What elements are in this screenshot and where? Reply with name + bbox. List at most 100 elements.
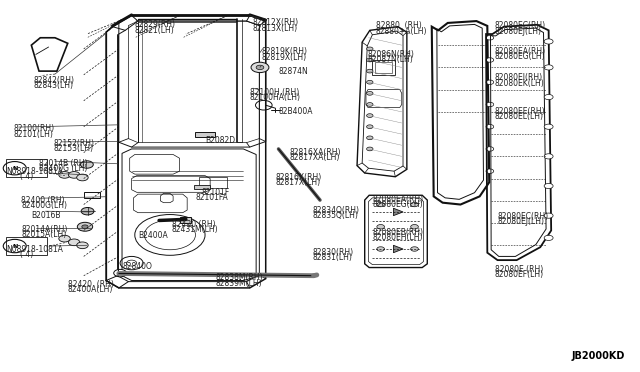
Circle shape xyxy=(59,171,70,178)
Circle shape xyxy=(411,247,419,251)
Text: 82430 (RH): 82430 (RH) xyxy=(172,220,216,229)
Bar xyxy=(195,132,214,137)
Text: B2082D: B2082D xyxy=(205,137,235,145)
Text: N08918-1081A: N08918-1081A xyxy=(6,167,63,176)
Circle shape xyxy=(544,94,553,100)
Text: 82080EL(LH): 82080EL(LH) xyxy=(495,112,544,121)
Text: 82100(RH): 82100(RH) xyxy=(13,125,54,134)
Circle shape xyxy=(68,239,80,246)
Circle shape xyxy=(68,171,80,178)
Text: 82843(LH): 82843(LH) xyxy=(34,81,74,90)
Text: 82830(RH): 82830(RH) xyxy=(312,247,353,257)
Text: 82874N: 82874N xyxy=(278,67,308,76)
Text: 82100HA(LH): 82100HA(LH) xyxy=(250,93,301,102)
Circle shape xyxy=(367,114,373,118)
Text: 82400G (LH): 82400G (LH) xyxy=(39,164,88,173)
Text: 82080E (RH): 82080E (RH) xyxy=(495,264,543,273)
Text: B2016B: B2016B xyxy=(31,211,61,220)
Circle shape xyxy=(486,169,493,173)
Text: 82080EJ(LH): 82080EJ(LH) xyxy=(497,217,545,226)
Polygon shape xyxy=(394,245,403,253)
Text: 82842(RH): 82842(RH) xyxy=(34,76,75,84)
Circle shape xyxy=(367,69,373,73)
Text: 82838M(RH): 82838M(RH) xyxy=(215,273,263,282)
Text: 82400 (RH): 82400 (RH) xyxy=(21,196,65,205)
Text: ( 4): ( 4) xyxy=(20,250,33,260)
Circle shape xyxy=(486,58,493,62)
Text: 82014B (RH): 82014B (RH) xyxy=(39,158,88,167)
Text: 82420  (RH): 82420 (RH) xyxy=(68,280,114,289)
Text: 82080EG(LH): 82080EG(LH) xyxy=(372,200,423,209)
Text: 82080EG(LH): 82080EG(LH) xyxy=(495,52,546,61)
Circle shape xyxy=(77,222,93,231)
Text: 82014A(RH): 82014A(RH) xyxy=(21,225,67,234)
Text: 82101FA: 82101FA xyxy=(195,193,228,202)
Circle shape xyxy=(486,147,493,151)
Text: 82835Q(LH): 82835Q(LH) xyxy=(312,211,358,220)
Bar xyxy=(179,217,191,224)
Circle shape xyxy=(486,80,493,84)
Circle shape xyxy=(3,161,26,175)
Text: 82816X(RH): 82816X(RH) xyxy=(275,173,321,182)
Text: 82431M(LH): 82431M(LH) xyxy=(172,225,218,234)
Circle shape xyxy=(3,239,26,253)
Text: 82101F: 82101F xyxy=(202,188,230,197)
Circle shape xyxy=(544,213,553,218)
Circle shape xyxy=(544,39,553,44)
Text: 82816XA(RH): 82816XA(RH) xyxy=(289,148,341,157)
Circle shape xyxy=(81,161,93,168)
Text: N: N xyxy=(12,166,17,171)
Circle shape xyxy=(59,235,70,242)
Text: 82813X(LH): 82813X(LH) xyxy=(253,24,298,33)
Text: N: N xyxy=(12,244,17,248)
Text: 82821(LH): 82821(LH) xyxy=(135,26,175,35)
Polygon shape xyxy=(394,208,403,216)
Circle shape xyxy=(77,242,88,248)
Circle shape xyxy=(544,124,553,129)
Text: 82101(LH): 82101(LH) xyxy=(13,130,53,139)
Text: ( 4): ( 4) xyxy=(20,172,33,181)
Text: 82080EA(RH): 82080EA(RH) xyxy=(495,46,546,56)
Bar xyxy=(194,185,210,189)
Circle shape xyxy=(114,269,127,277)
Circle shape xyxy=(367,80,373,84)
Text: 82086N(RH): 82086N(RH) xyxy=(367,49,414,59)
Text: 82153(LH): 82153(LH) xyxy=(53,144,93,154)
Circle shape xyxy=(544,183,553,189)
Bar xyxy=(372,60,395,75)
Text: 82015A(LH): 82015A(LH) xyxy=(21,230,67,239)
Circle shape xyxy=(77,174,88,181)
Bar xyxy=(198,177,227,188)
Circle shape xyxy=(411,225,419,229)
Text: 82819X(LH): 82819X(LH) xyxy=(261,52,307,62)
Text: 82831(LH): 82831(LH) xyxy=(312,253,352,262)
Circle shape xyxy=(486,125,493,129)
Text: JB2000KD: JB2000KD xyxy=(572,351,625,361)
Text: 82080EC(RH): 82080EC(RH) xyxy=(497,212,548,221)
Text: 82080EK(LH): 82080EK(LH) xyxy=(495,78,545,87)
Text: 82080EA(RH): 82080EA(RH) xyxy=(372,195,424,204)
Circle shape xyxy=(367,136,373,140)
Circle shape xyxy=(367,92,373,95)
Circle shape xyxy=(251,62,269,73)
Circle shape xyxy=(544,235,553,240)
Circle shape xyxy=(486,102,493,107)
Bar xyxy=(375,62,392,73)
Circle shape xyxy=(544,65,553,70)
Text: 82080EI(RH): 82080EI(RH) xyxy=(495,73,543,82)
Text: B2400A: B2400A xyxy=(138,231,168,240)
Text: 82080EJ(LH): 82080EJ(LH) xyxy=(495,27,542,36)
Text: N08918-1081A: N08918-1081A xyxy=(6,245,63,254)
Text: 82880  (RH): 82880 (RH) xyxy=(376,22,421,31)
Circle shape xyxy=(486,36,493,40)
Text: 82080EF(LH): 82080EF(LH) xyxy=(495,270,544,279)
Text: 82152(RH): 82152(RH) xyxy=(53,139,94,148)
Circle shape xyxy=(377,202,385,207)
Bar xyxy=(6,237,47,255)
Circle shape xyxy=(367,147,373,151)
Circle shape xyxy=(367,47,373,51)
Text: 82400A(LH): 82400A(LH) xyxy=(68,285,113,294)
Text: 82400G(LH): 82400G(LH) xyxy=(21,201,67,210)
Circle shape xyxy=(367,125,373,129)
Text: 82080EB(RH): 82080EB(RH) xyxy=(372,228,424,237)
